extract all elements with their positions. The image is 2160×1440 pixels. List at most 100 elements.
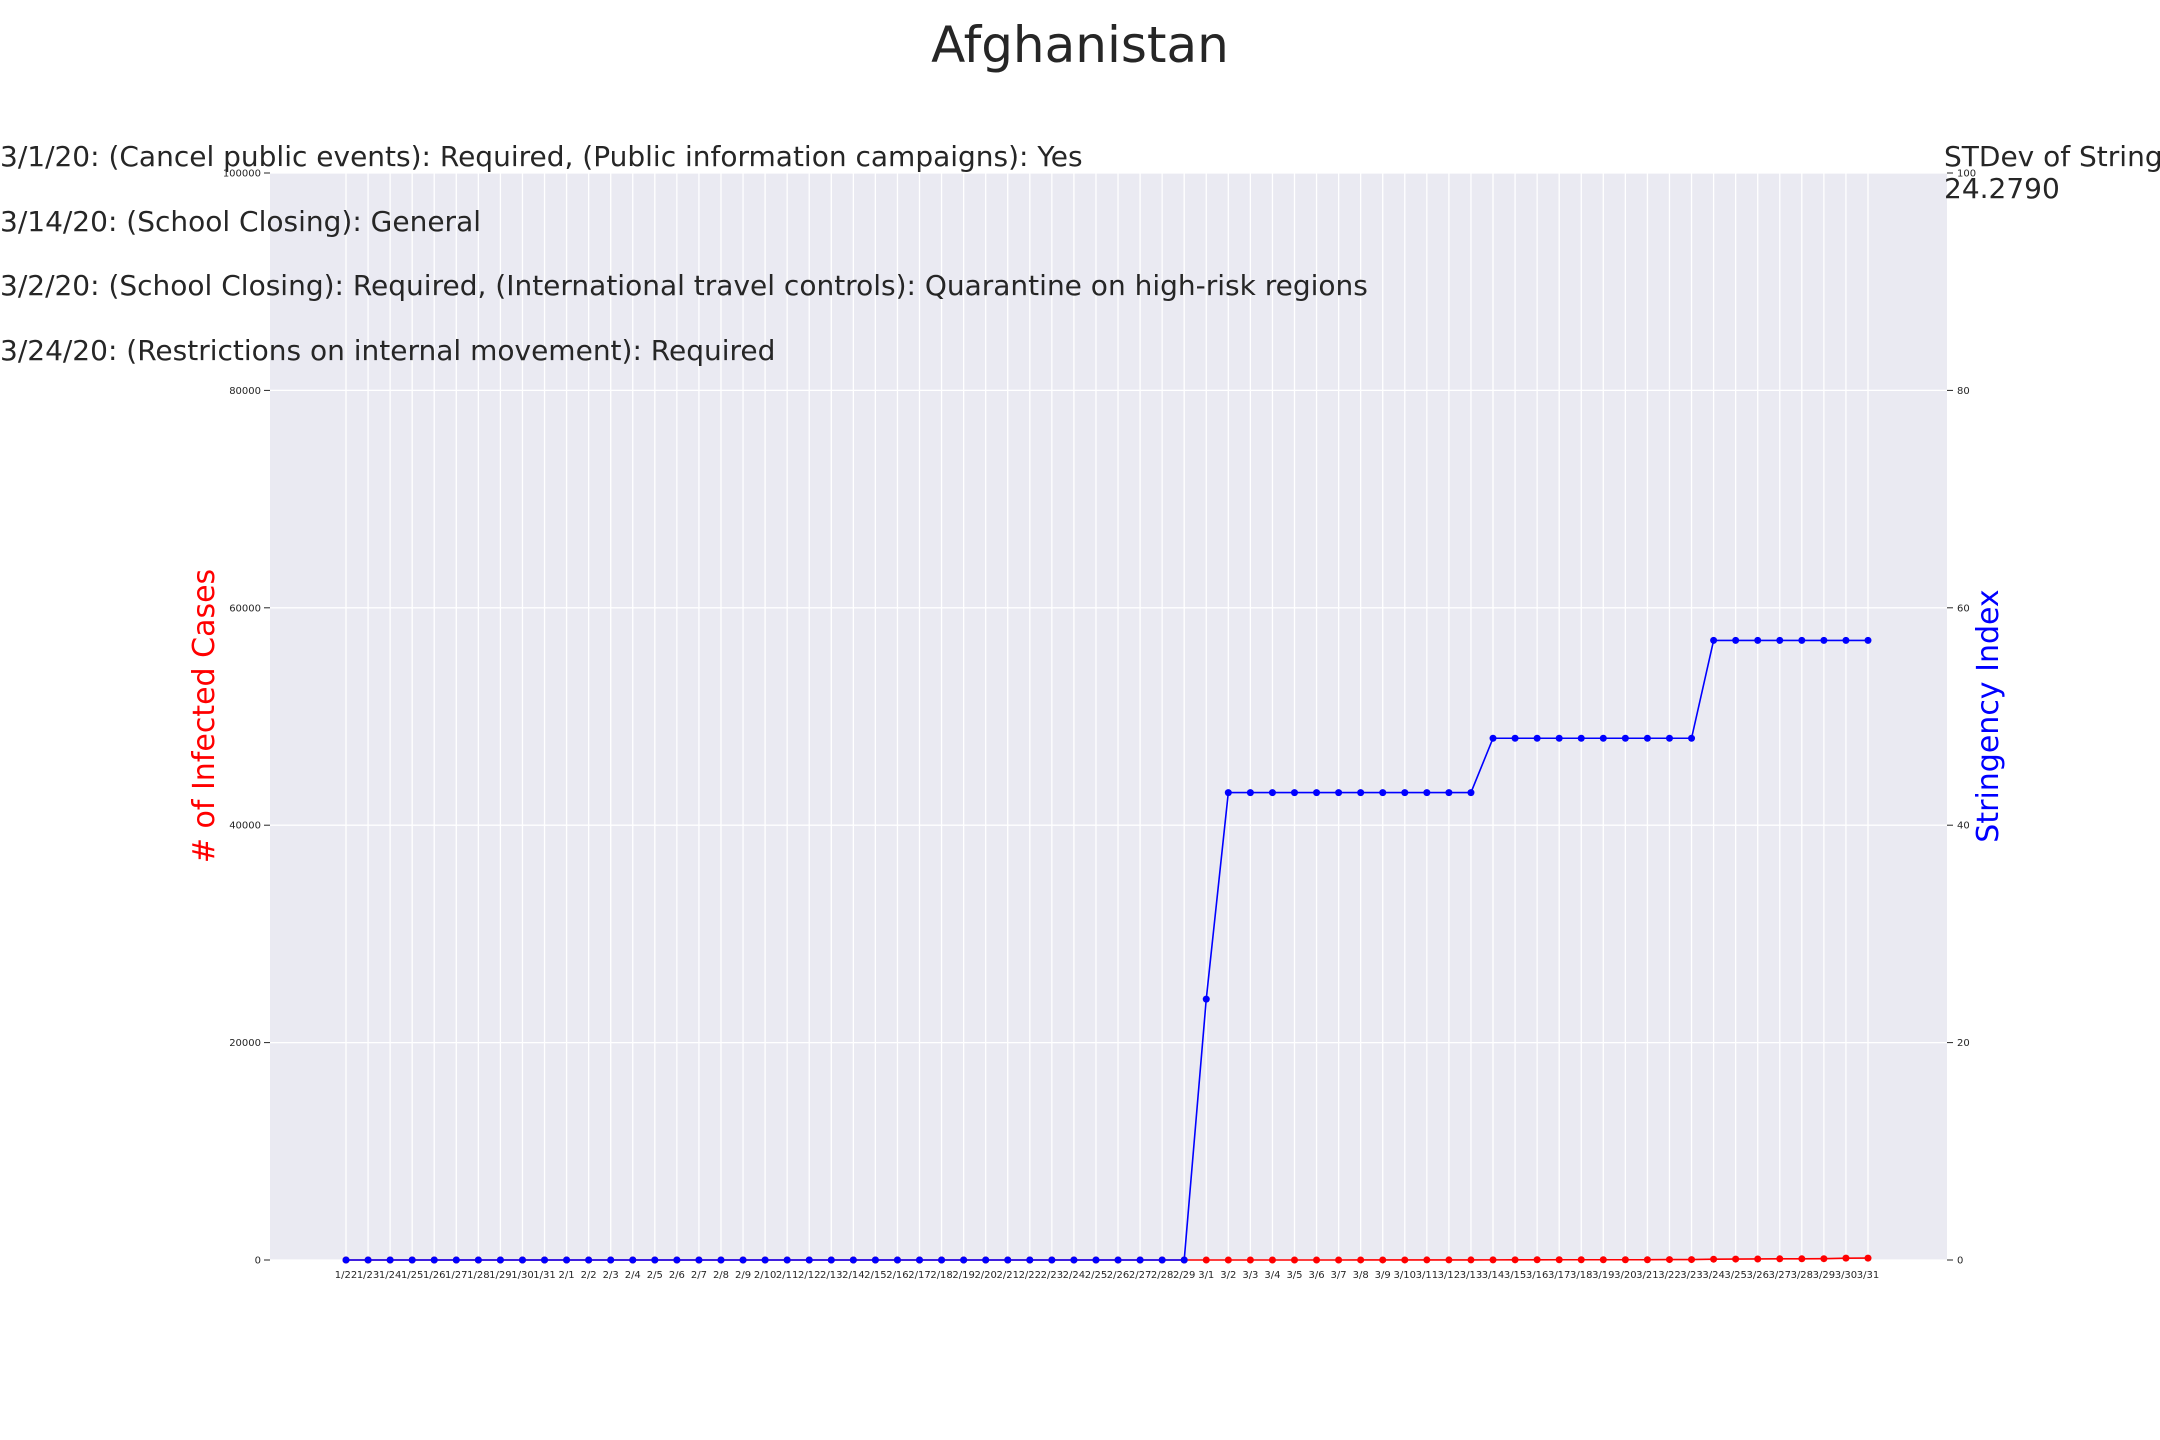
data-point bbox=[1754, 1255, 1762, 1263]
data-point bbox=[1665, 1256, 1673, 1264]
data-point bbox=[1445, 1256, 1453, 1264]
data-point bbox=[1335, 1256, 1343, 1264]
data-point bbox=[783, 1256, 791, 1264]
data-point bbox=[1004, 1256, 1012, 1264]
x-tick-label: 3/31 bbox=[1857, 1270, 1879, 1281]
data-point bbox=[430, 1256, 438, 1264]
grid-lines bbox=[270, 172, 1947, 1261]
data-point bbox=[1511, 1256, 1519, 1264]
data-point bbox=[1555, 734, 1563, 742]
side-note-line-2: 24.2790 bbox=[1944, 172, 2060, 205]
data-point bbox=[585, 1256, 593, 1264]
x-tick-label: 2/10 bbox=[754, 1270, 776, 1281]
x-tick-label: 3/22 bbox=[1658, 1270, 1680, 1281]
data-point bbox=[1798, 636, 1806, 644]
data-point bbox=[541, 1256, 549, 1264]
data-point bbox=[761, 1256, 769, 1264]
x-tick-label: 3/19 bbox=[1592, 1270, 1614, 1281]
data-point bbox=[1820, 636, 1828, 644]
x-tick-label: 3/7 bbox=[1331, 1270, 1347, 1281]
x-tick-label: 1/25 bbox=[401, 1270, 423, 1281]
data-point bbox=[1401, 1256, 1409, 1264]
data-point bbox=[1114, 1256, 1122, 1264]
data-point bbox=[607, 1256, 615, 1264]
data-point bbox=[1665, 734, 1673, 742]
data-point bbox=[1158, 1256, 1166, 1264]
data-point bbox=[1599, 1256, 1607, 1264]
data-point bbox=[1511, 734, 1519, 742]
x-tick-label: 2/20 bbox=[974, 1270, 996, 1281]
data-point bbox=[1710, 636, 1718, 644]
data-point bbox=[1467, 789, 1475, 797]
data-point bbox=[1313, 789, 1321, 797]
x-tick-label: 3/23 bbox=[1680, 1270, 1702, 1281]
data-point bbox=[916, 1256, 924, 1264]
data-point bbox=[1092, 1256, 1100, 1264]
chart-title: Afghanistan bbox=[931, 16, 1229, 74]
data-point bbox=[805, 1256, 813, 1264]
data-point bbox=[452, 1256, 460, 1264]
data-point bbox=[1357, 789, 1365, 797]
x-tick-label: 3/8 bbox=[1353, 1270, 1369, 1281]
annotations: 3/1/20: (Cancel public events): Required… bbox=[0, 140, 1368, 367]
x-tick-label: 2/8 bbox=[713, 1270, 729, 1281]
data-point bbox=[1357, 1256, 1365, 1264]
annotation-4: 3/24/20: (Restrictions on internal movem… bbox=[0, 334, 775, 367]
x-tick-label: 3/21 bbox=[1636, 1270, 1658, 1281]
data-point bbox=[1643, 1256, 1651, 1264]
data-point bbox=[1224, 1256, 1232, 1264]
data-point bbox=[518, 1256, 526, 1264]
x-ticks: 1/22 1/23 1/24 1/25 1/26 1/27 1/28 1/29 1/30 1/31… bbox=[335, 1270, 1879, 1281]
y-right-label: Stringency Index bbox=[1971, 589, 2006, 842]
x-tick-label: 2/19 bbox=[952, 1270, 974, 1281]
data-point bbox=[1489, 1256, 1497, 1264]
data-point bbox=[1798, 1255, 1806, 1263]
x-tick-label: 2/13 bbox=[820, 1270, 842, 1281]
data-point bbox=[1732, 636, 1740, 644]
data-point bbox=[1621, 734, 1629, 742]
x-tick-label: 2/28 bbox=[1151, 1270, 1173, 1281]
data-point bbox=[739, 1256, 747, 1264]
data-point bbox=[364, 1256, 372, 1264]
x-tick-label: 2/26 bbox=[1107, 1270, 1129, 1281]
y-right-tick-label: 40 bbox=[1957, 821, 1970, 832]
x-tick-label: 3/29 bbox=[1813, 1270, 1835, 1281]
data-point bbox=[1732, 1255, 1740, 1263]
x-tick-label: 2/5 bbox=[647, 1270, 663, 1281]
data-point bbox=[1864, 636, 1872, 644]
x-tick-label: 3/20 bbox=[1614, 1270, 1636, 1281]
x-tick-label: 2/2 bbox=[581, 1270, 597, 1281]
x-tick-label: 1/23 bbox=[357, 1270, 379, 1281]
data-point bbox=[1202, 1256, 1210, 1264]
annotation-2: 3/14/20: (School Closing): General bbox=[0, 205, 481, 238]
data-point bbox=[1577, 734, 1585, 742]
data-point bbox=[629, 1256, 637, 1264]
x-tick-label: 2/4 bbox=[625, 1270, 641, 1281]
x-tick-label: 3/25 bbox=[1724, 1270, 1746, 1281]
data-point bbox=[673, 1256, 681, 1264]
x-tick-label: 2/17 bbox=[908, 1270, 930, 1281]
data-point bbox=[1445, 789, 1453, 797]
data-point bbox=[1489, 734, 1497, 742]
x-tick-label: 2/3 bbox=[603, 1270, 619, 1281]
x-tick-label: 2/1 bbox=[559, 1270, 575, 1281]
x-tick-label: 2/21 bbox=[997, 1270, 1019, 1281]
x-tick-label: 3/27 bbox=[1769, 1270, 1791, 1281]
x-tick-label: 1/27 bbox=[445, 1270, 467, 1281]
side-note-line-1: STDev of Stringe bbox=[1944, 140, 2160, 173]
data-point bbox=[474, 1256, 482, 1264]
data-point bbox=[871, 1256, 879, 1264]
annotation-3: 3/2/20: (School Closing): Required, (Int… bbox=[0, 269, 1368, 302]
y-right-ticks: 0 20 40 60 80 100 bbox=[1947, 169, 1976, 1267]
x-tick-label: 1/31 bbox=[533, 1270, 555, 1281]
x-tick-label: 3/11 bbox=[1416, 1270, 1438, 1281]
data-point bbox=[982, 1256, 990, 1264]
annotation-1: 3/1/20: (Cancel public events): Required… bbox=[0, 140, 1083, 173]
data-point bbox=[1621, 1256, 1629, 1264]
x-tick-label: 1/29 bbox=[489, 1270, 511, 1281]
data-point bbox=[1842, 636, 1850, 644]
data-point bbox=[1026, 1256, 1034, 1264]
x-tick-label: 3/18 bbox=[1570, 1270, 1592, 1281]
data-point bbox=[496, 1256, 504, 1264]
